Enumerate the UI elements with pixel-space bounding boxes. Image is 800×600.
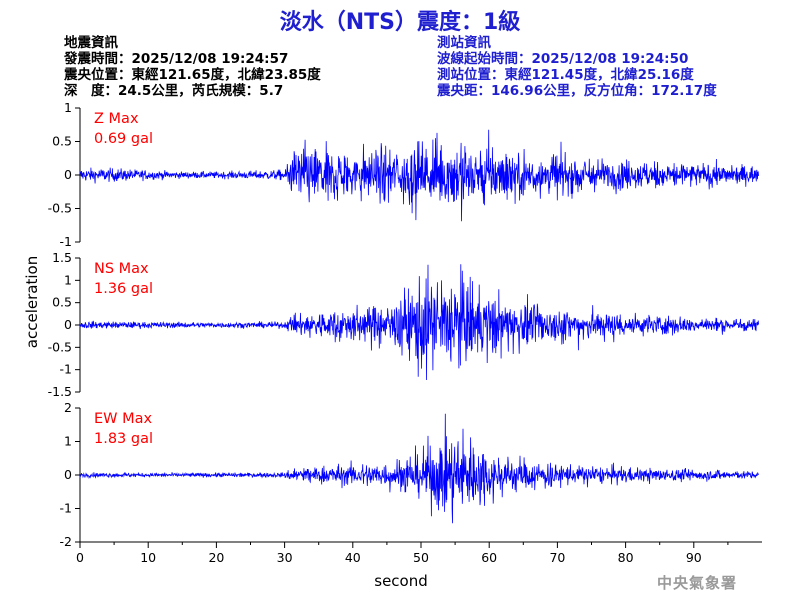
y-tick-label: 0 (64, 467, 72, 482)
station-info: 測站資訊 波線起始時間：2025/12/08 19:24:50 測站位置：東經1… (437, 35, 717, 99)
max-value-z: 0.69 gal (94, 131, 153, 147)
station-location: 測站位置：東經121.45度，北緯25.16度 (437, 67, 694, 83)
max-value-ns: 1.36 gal (94, 281, 153, 297)
y-tick-label: -2 (60, 534, 72, 549)
y-axis-label: acceleration (23, 256, 41, 348)
x-tick-label: 30 (277, 550, 293, 565)
agency-watermark: 中央氣象署 (657, 574, 738, 592)
distance-azimuth: 震央距：146.96公里，反方位角：172.17度 (437, 83, 717, 99)
x-tick-label: 50 (413, 550, 429, 565)
max-label-ew: EW Max (94, 411, 153, 427)
x-tick-label: 0 (76, 550, 84, 565)
y-tick-label: 0 (64, 317, 72, 332)
y-tick-label: 1 (64, 100, 72, 115)
depth-magnitude: 深 度：24.5公里，芮氏規模：5.7 (64, 83, 284, 99)
y-tick-label: 1 (64, 434, 72, 449)
waveform-start-time: 波線起始時間：2025/12/08 19:24:50 (437, 51, 689, 67)
x-tick-label: 70 (549, 550, 565, 565)
x-tick-label: 60 (481, 550, 497, 565)
max-label-ns: NS Max (94, 261, 149, 277)
x-tick-label: 90 (686, 550, 702, 565)
y-tick-label: -1 (60, 501, 72, 516)
y-tick-label: 0.5 (52, 134, 72, 149)
waveform-ns (79, 264, 759, 381)
y-tick-label: 2 (64, 400, 72, 415)
x-axis-label: second (374, 572, 428, 590)
x-tick-label: 20 (208, 550, 224, 565)
y-tick-label: 1 (64, 272, 72, 287)
station-info-heading: 測站資訊 (437, 35, 491, 51)
y-tick-label: 1.5 (52, 250, 72, 265)
earthquake-info: 地震資訊 發震時間：2025/12/08 19:24:57 震央位置：東經121… (64, 35, 321, 99)
waveform-z (79, 129, 759, 222)
y-tick-label: -1 (60, 234, 72, 249)
x-tick-label: 80 (618, 550, 634, 565)
x-tick-label: 10 (140, 550, 156, 565)
y-tick-label: 0 (64, 167, 72, 182)
y-tick-label: -0.5 (48, 201, 72, 216)
y-tick-label: -0.5 (48, 339, 72, 354)
max-value-ew: 1.83 gal (94, 431, 153, 447)
max-label-z: Z Max (94, 111, 139, 127)
y-tick-label: -1.5 (48, 384, 72, 399)
y-tick-label: 0.5 (52, 295, 72, 310)
y-tick-label: -1 (60, 362, 72, 377)
origin-time: 發震時間：2025/12/08 19:24:57 (64, 51, 289, 67)
epicenter: 震央位置：東經121.65度，北緯23.85度 (64, 67, 321, 83)
earthquake-info-heading: 地震資訊 (64, 35, 118, 51)
waveform-ew (79, 413, 759, 524)
x-tick-label: 40 (345, 550, 361, 565)
page-title: 淡水（NTS）震度：1級 (279, 10, 521, 35)
